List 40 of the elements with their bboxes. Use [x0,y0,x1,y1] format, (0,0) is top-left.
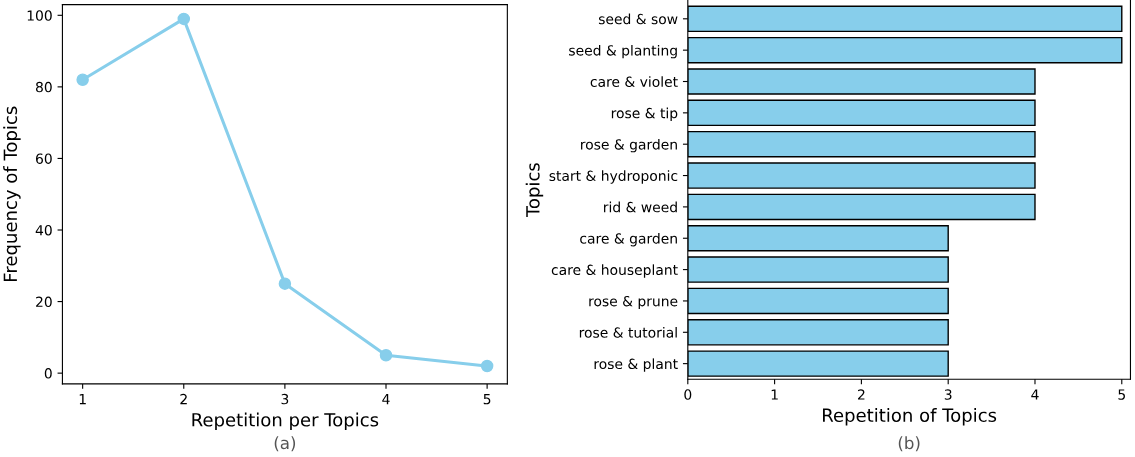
x-tick-label: 1 [79,394,86,405]
y-tick-label: care & violet [590,76,678,87]
y-tick-label: rose & prune [589,295,678,310]
x-tick-label: 4 [1031,389,1039,400]
y-tick-label: start & hydroponic [549,170,678,184]
y-tick-label: 80 [35,81,52,93]
x-axis-title: Repetition per Topics [192,412,379,431]
x-tick-label: 1 [771,389,778,400]
text: (a) [274,436,296,452]
y-tick-label: 20 [36,296,52,308]
point [76,73,89,86]
y-axis-title: Topics [525,163,544,218]
x-tick-label: 2 [858,389,865,400]
y-tick-label: rose & tip [611,107,678,122]
y-tick-label: seed & planting [569,44,677,59]
x-tick-label: 4 [382,394,390,405]
y-tick-label: 60 [36,153,52,164]
y-tick-label: care & houseplant [551,264,678,278]
x-tick-label: 2 [180,393,187,405]
y-tick-label: rose & garden [581,138,677,153]
x-tick-label: 3 [944,389,952,400]
point [177,12,191,26]
y-tick-label: 0 [44,368,52,379]
y-tick-label: rid & weed [604,201,677,213]
y-tick-label: care & garden [580,232,677,247]
point [480,359,494,373]
x-tick-label: 5 [483,394,491,405]
point [278,277,292,290]
y-tick-label: 100 [27,10,52,21]
y-tick-label: rose & plant [594,358,678,372]
y-tick-label: seed & sow [598,13,678,25]
y-axis-title: Frequency of Topics [3,106,21,281]
x-tick-label: 3 [281,393,289,405]
x-axis-title: Repetition of Topics [823,408,997,426]
x-tick-label: 0 [684,389,692,400]
y-tick-label: rose & tutorial [579,327,677,338]
x-tick-label: 5 [1118,389,1125,400]
point [379,349,393,362]
text: (b) [898,436,920,452]
y-tick-label: 40 [35,224,52,236]
